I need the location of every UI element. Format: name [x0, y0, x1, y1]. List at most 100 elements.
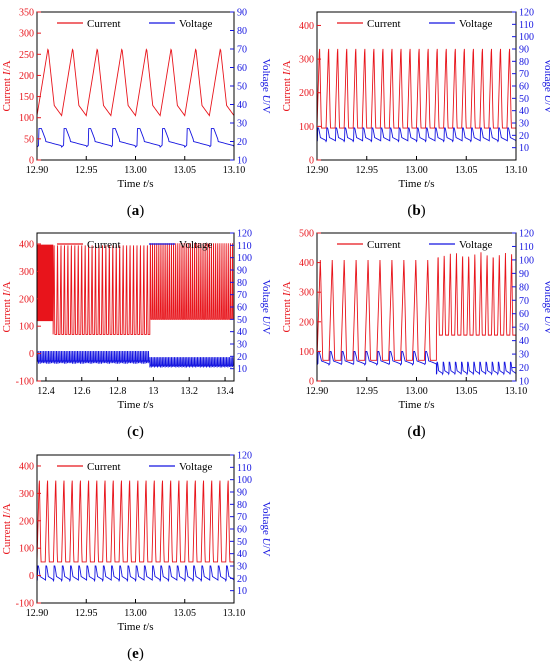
right-y-axis-label: Voltage U/V [260, 279, 272, 334]
right-y-tick-label: 30 [237, 562, 247, 573]
left-y-axis-label: Current I/A [1, 281, 13, 332]
x-tick-label: 13.00 [405, 165, 428, 176]
x-tick-label: 13.00 [124, 165, 147, 176]
right-y-axis-label: Voltage U/V [260, 501, 272, 556]
series-voltage-line [316, 127, 517, 143]
left-y-tick-label: 100 [19, 322, 34, 333]
x-tick-label: 12.95 [75, 165, 98, 176]
left-y-tick-label: 400 [19, 239, 34, 250]
x-tick-label: 13.10 [505, 386, 528, 397]
plot-frame [316, 11, 517, 161]
x-tick-label: 12.95 [75, 608, 98, 619]
right-y-tick-label: 70 [519, 296, 529, 307]
right-y-axis-label: Voltage U/V [542, 58, 550, 113]
legend-current-label: Current [87, 461, 121, 473]
right-y-tick-label: 40 [519, 106, 529, 117]
x-axis-label: Time t/s [118, 399, 154, 411]
right-y-tick-label: 70 [237, 45, 247, 56]
x-axis-label: Time t/s [118, 178, 154, 190]
right-y-tick-label: 70 [519, 69, 529, 80]
x-tick-label: 12.6 [73, 386, 91, 397]
left-y-tick-label: 0 [309, 156, 314, 167]
right-y-tick-label: 90 [237, 488, 247, 499]
series-current-line [36, 48, 235, 117]
left-y-tick-label: 200 [19, 294, 34, 305]
left-y-tick-label: 250 [19, 50, 34, 61]
left-y-tick-label: 500 [299, 229, 314, 240]
x-tick-label: 12.95 [356, 165, 379, 176]
x-tick-label: 13.10 [223, 608, 246, 619]
right-y-tick-label: 10 [237, 586, 247, 597]
x-tick-label: 12.90 [26, 608, 49, 619]
x-tick-label: 13.10 [223, 165, 246, 176]
right-y-tick-label: 60 [237, 63, 247, 74]
left-y-tick-label: -100 [16, 599, 34, 610]
left-y-tick-label: 300 [299, 288, 314, 299]
panel-e: 12.90 12.95 13.00 13.05 13.10 -100 0 100 200 300 4… [1, 451, 272, 663]
panel-b: 12.90 12.95 13.00 13.05 13.10 0 100 200 300 400 10… [281, 8, 550, 220]
x-tick-label: 12.95 [356, 386, 379, 397]
right-y-tick-label: 20 [519, 131, 529, 142]
right-y-tick-label: 90 [237, 266, 247, 277]
panel-caption: (a) [127, 203, 145, 219]
right-y-tick-label: 20 [519, 363, 529, 374]
x-axis-label: Time t/s [118, 621, 154, 633]
legend-current-label: Current [367, 18, 401, 30]
left-y-tick-label: 200 [19, 516, 34, 527]
right-y-tick-label: 120 [237, 451, 252, 462]
left-y-tick-label: 300 [19, 267, 34, 278]
left-y-tick-label: 300 [299, 55, 314, 66]
x-tick-label: 12.90 [306, 165, 329, 176]
left-y-tick-label: 100 [19, 544, 34, 555]
x-tick-label: 13.00 [405, 386, 428, 397]
x-tick-label: 13.05 [455, 165, 478, 176]
x-tick-label: 13.4 [216, 386, 234, 397]
left-y-tick-label: 150 [19, 92, 34, 103]
x-tick-label: 13.05 [174, 165, 197, 176]
right-y-tick-label: 50 [237, 537, 247, 548]
right-y-tick-label: 110 [237, 463, 252, 474]
panel-caption: (b) [407, 203, 425, 219]
legend-current-label: Current [367, 239, 401, 251]
legend-voltage-label: Voltage [179, 239, 213, 251]
right-y-tick-label: 50 [519, 94, 529, 105]
right-y-tick-label: 90 [519, 45, 529, 56]
right-y-tick-label: 110 [519, 242, 534, 253]
right-y-tick-label: 40 [237, 327, 247, 338]
right-y-tick-label: 30 [237, 119, 247, 130]
right-y-tick-label: 80 [237, 278, 247, 289]
left-y-tick-label: 200 [299, 88, 314, 99]
right-y-tick-label: 50 [519, 323, 529, 334]
right-y-tick-label: 20 [237, 574, 247, 585]
left-y-axis-label: Current I/A [1, 503, 13, 554]
right-y-tick-label: 80 [237, 26, 247, 37]
right-y-tick-label: 40 [519, 336, 529, 347]
right-y-tick-label: 10 [519, 143, 529, 154]
x-tick-label: 12.90 [26, 165, 49, 176]
left-y-tick-label: 200 [19, 71, 34, 82]
left-y-tick-label: 350 [19, 8, 34, 19]
right-y-tick-label: 10 [519, 377, 529, 388]
right-y-tick-label: 60 [237, 525, 247, 536]
panel-a: 12.90 12.95 13.00 13.05 13.10 0 50 100 150 200 250… [1, 8, 272, 220]
right-y-tick-label: 80 [519, 57, 529, 68]
left-y-tick-label: 0 [29, 349, 34, 360]
panel-d: 12.90 12.95 13.00 13.05 13.10 0 100 200 300 400 50… [281, 229, 550, 441]
series-current-line [36, 243, 234, 335]
right-y-tick-label: 40 [237, 549, 247, 560]
x-axis-label: Time t/s [399, 399, 435, 411]
legend-voltage-label: Voltage [179, 18, 213, 30]
right-y-tick-label: 90 [237, 8, 247, 19]
left-y-tick-label: -100 [16, 377, 34, 388]
right-y-tick-label: 30 [237, 340, 247, 351]
left-y-tick-label: 400 [19, 461, 34, 472]
series-voltage-line [36, 128, 235, 148]
left-y-tick-label: 0 [29, 156, 34, 167]
left-y-tick-label: 50 [24, 134, 34, 145]
left-y-tick-label: 100 [299, 122, 314, 133]
right-y-tick-label: 110 [519, 20, 534, 31]
left-y-tick-label: 0 [309, 377, 314, 388]
x-tick-label: 13 [148, 386, 158, 397]
right-y-tick-label: 120 [519, 8, 534, 19]
